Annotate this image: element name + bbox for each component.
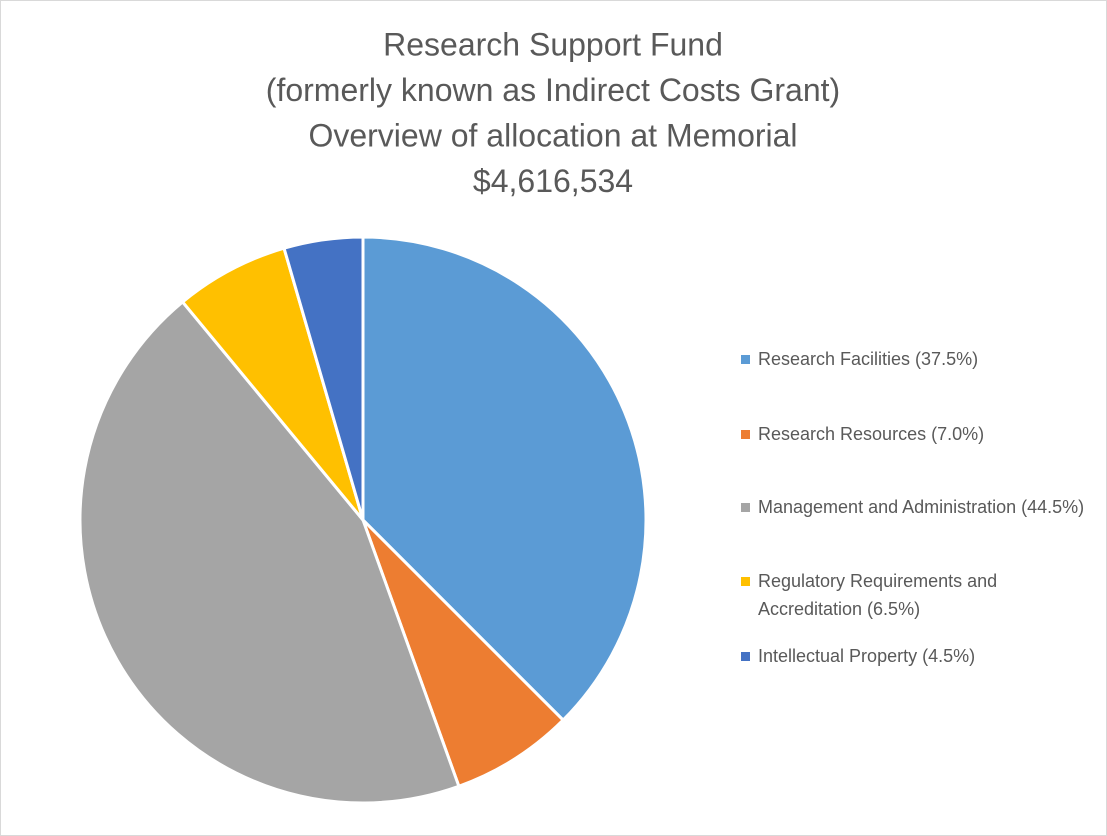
legend-item: Intellectual Property (4.5%): [741, 642, 1091, 670]
legend-swatch: [741, 430, 750, 439]
legend-label: Research Facilities (37.5%): [758, 349, 979, 369]
chart-title: $4,616,534: [473, 163, 633, 199]
legend-item: Regulatory Requirements and Accreditatio…: [741, 567, 1091, 623]
pie-slice: [282, 235, 365, 522]
legend-label: Management and Administration (44.5%): [758, 497, 1085, 517]
legend-swatch: [741, 652, 750, 661]
legend-label: Intellectual Property (4.5%): [758, 646, 976, 666]
legend-item: Research Resources (7.0%): [741, 420, 1091, 448]
legend-swatch: [741, 577, 750, 586]
pie-slice: [181, 246, 365, 522]
legend-swatch: [741, 503, 750, 512]
chart-title: (formerly known as Indirect Costs Grant): [266, 72, 840, 108]
legend-label: Research Resources (7.0%): [758, 424, 985, 444]
legend-swatch: [741, 355, 750, 364]
pie-slice: [78, 300, 461, 805]
legend-label: Regulatory Requirements and Accreditatio…: [758, 571, 998, 619]
legend-item: Research Facilities (37.5%): [741, 345, 1091, 373]
pie-slice: [361, 235, 648, 722]
pie-slice: [361, 518, 565, 788]
legend-item: Management and Administration (44.5%): [741, 493, 1091, 521]
chart-title: Overview of allocation at Memorial: [308, 117, 797, 153]
chart-title: Research Support Fund: [383, 26, 723, 62]
